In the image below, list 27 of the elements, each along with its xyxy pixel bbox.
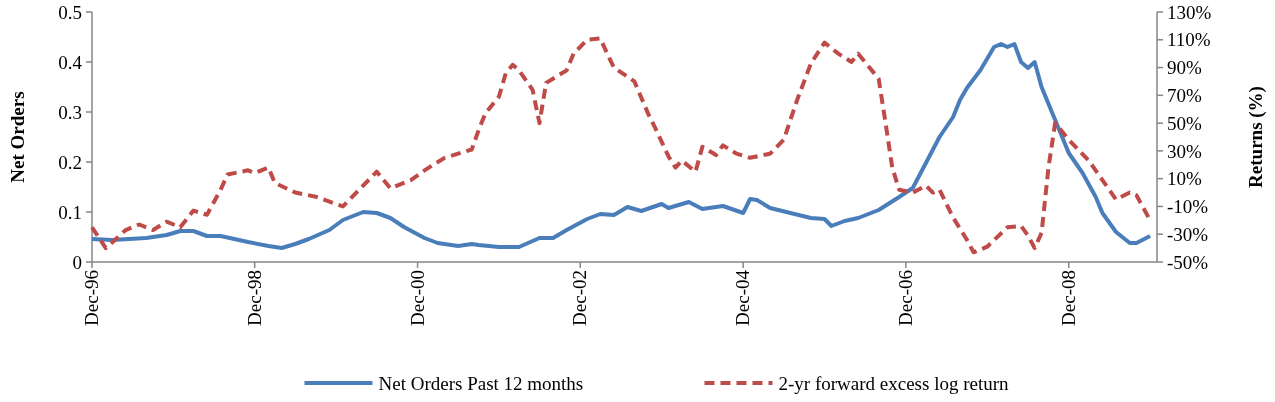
y2-axis-title: Returns (%) xyxy=(1245,86,1267,188)
y-tick-label: 0.2 xyxy=(58,151,82,173)
legend-label: Net Orders Past 12 months xyxy=(378,372,584,394)
y-axis-title: Net Orders xyxy=(7,91,28,183)
x-tick-label: Dec-98 xyxy=(243,270,265,326)
y2-tick-label: 130% xyxy=(1167,1,1212,23)
x-tick-label: Dec-04 xyxy=(732,269,754,326)
x-tick-label: Dec-00 xyxy=(406,270,428,326)
y-tick-label: 0.1 xyxy=(58,201,82,223)
y2-tick-label: -50% xyxy=(1167,251,1209,273)
y2-tick-label: 90% xyxy=(1167,57,1202,79)
x-tick-label: Dec-08 xyxy=(1057,270,1079,326)
x-tick-label: Dec-06 xyxy=(894,270,916,326)
y2-tick-label: 10% xyxy=(1167,168,1202,190)
legend-label: 2-yr forward excess log return xyxy=(778,372,1010,394)
y2-tick-label: 110% xyxy=(1167,29,1211,51)
y-tick-label: 0.4 xyxy=(58,51,83,73)
x-tick-label: Dec-96 xyxy=(81,270,102,326)
y2-tick-label: 30% xyxy=(1167,140,1202,162)
y2-tick-label: 70% xyxy=(1167,84,1202,106)
y2-tick-label: -10% xyxy=(1167,196,1209,218)
y-tick-label: 0 xyxy=(72,251,82,273)
y2-tick-label: -30% xyxy=(1167,223,1209,245)
y-tick-label: 0.3 xyxy=(58,101,82,123)
y2-tick-label: 50% xyxy=(1167,112,1202,134)
x-tick-label: Dec-02 xyxy=(569,270,591,326)
y-tick-label: 0.5 xyxy=(58,1,82,23)
